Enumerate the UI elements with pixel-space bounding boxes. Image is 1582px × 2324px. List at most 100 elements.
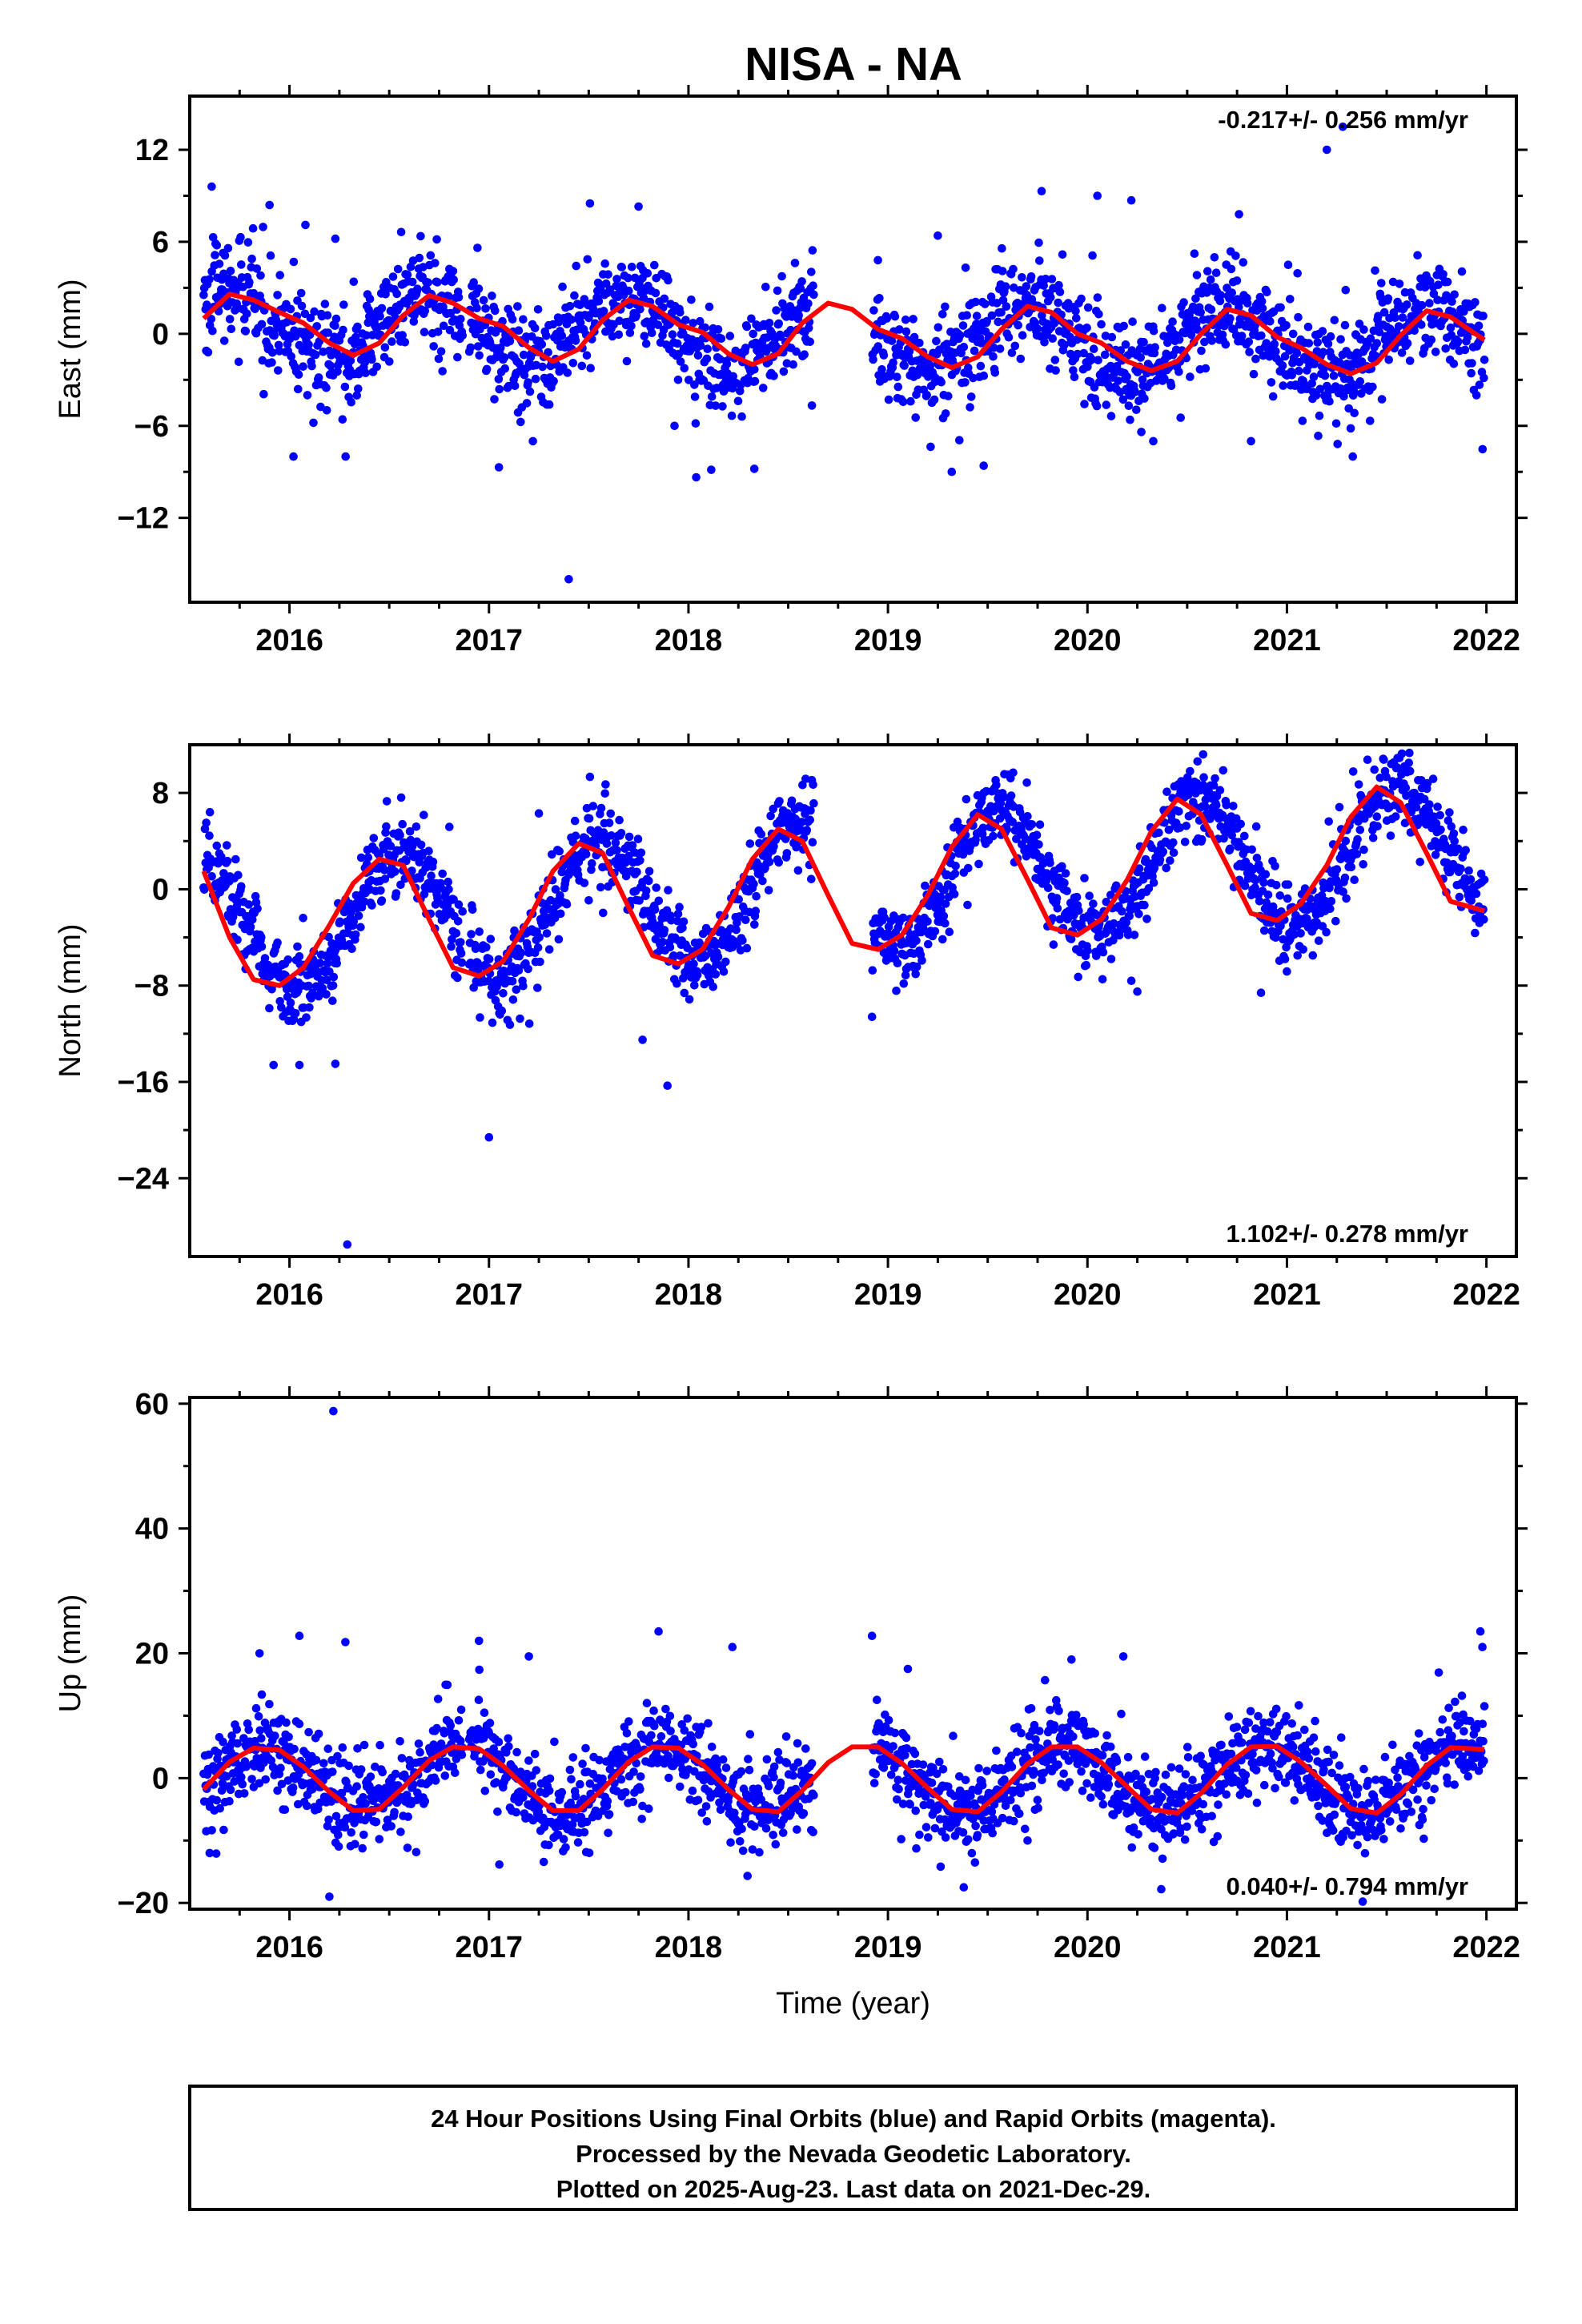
x-tick-label: 2017 — [455, 624, 523, 657]
north-y-axis-label: North (mm) — [54, 923, 87, 1077]
data-point — [687, 296, 696, 304]
data-point — [303, 1801, 311, 1811]
data-point — [295, 952, 304, 961]
data-point — [387, 337, 396, 346]
data-point — [1282, 321, 1291, 330]
data-point — [640, 332, 649, 341]
data-point — [777, 271, 786, 281]
data-point — [470, 319, 479, 328]
outlier-point — [331, 1059, 340, 1068]
data-point — [420, 810, 428, 819]
data-point — [1179, 298, 1188, 307]
data-point — [793, 866, 803, 875]
data-point — [1471, 298, 1480, 307]
outlier-point — [634, 202, 643, 211]
data-point — [266, 251, 275, 260]
data-point — [627, 321, 636, 331]
data-point — [627, 263, 636, 271]
data-point — [219, 1825, 228, 1835]
data-point — [1236, 819, 1245, 829]
data-point — [757, 830, 766, 838]
data-point — [718, 402, 727, 411]
data-point — [1383, 294, 1393, 304]
data-point — [930, 927, 940, 936]
data-point — [237, 260, 246, 269]
data-point — [1196, 308, 1205, 317]
data-point — [966, 392, 976, 401]
data-point — [225, 1796, 234, 1806]
data-point — [588, 802, 598, 810]
data-point — [444, 885, 453, 894]
data-point — [1268, 392, 1278, 401]
x-tick-label: 2016 — [255, 1278, 323, 1312]
data-point — [893, 959, 902, 967]
data-point — [707, 1743, 717, 1751]
data-point — [1046, 858, 1054, 867]
data-point — [614, 330, 624, 340]
data-point — [1371, 266, 1379, 275]
data-point — [571, 831, 580, 840]
data-point — [622, 356, 632, 366]
data-point — [1150, 343, 1159, 352]
data-point — [1039, 281, 1048, 290]
data-point — [212, 1795, 222, 1805]
y-tick-label: 0 — [152, 873, 169, 907]
data-point — [1201, 364, 1211, 373]
outlier-point — [749, 464, 759, 473]
data-point — [941, 919, 950, 928]
data-point — [696, 316, 705, 326]
data-point — [641, 339, 651, 348]
data-point — [231, 854, 240, 864]
data-point — [713, 952, 723, 962]
data-point — [366, 1772, 375, 1781]
data-point — [320, 300, 330, 308]
data-point — [1190, 249, 1199, 259]
data-point — [413, 284, 422, 294]
data-point — [282, 1718, 291, 1727]
data-point — [433, 328, 443, 336]
data-point — [604, 1828, 612, 1838]
data-point — [434, 354, 444, 364]
data-point — [265, 1699, 274, 1709]
data-point — [382, 822, 391, 831]
data-point — [499, 989, 508, 998]
data-point — [809, 290, 818, 300]
data-point — [354, 384, 363, 393]
data-point — [890, 312, 900, 321]
data-point — [1154, 828, 1163, 838]
data-point — [494, 1737, 504, 1747]
data-point — [1471, 928, 1480, 938]
data-point — [792, 347, 801, 356]
data-point — [1260, 926, 1269, 935]
data-point — [295, 1719, 304, 1728]
data-point — [1293, 269, 1302, 278]
data-point — [549, 376, 558, 386]
data-point — [959, 343, 969, 352]
data-point — [1119, 321, 1128, 331]
data-point — [1271, 880, 1281, 890]
data-point — [365, 294, 375, 304]
data-point — [476, 1765, 485, 1775]
data-point — [480, 1787, 490, 1795]
data-point — [1080, 874, 1089, 883]
data-point — [572, 261, 580, 271]
data-point — [1093, 293, 1102, 302]
data-point — [557, 1787, 567, 1797]
outlier-point — [1472, 391, 1481, 400]
data-point — [1010, 341, 1020, 351]
data-point — [1391, 812, 1400, 821]
data-point — [1018, 273, 1026, 282]
data-point — [1379, 755, 1388, 764]
x-tick-label: 2016 — [255, 624, 323, 657]
data-point — [624, 832, 634, 842]
outlier-point — [269, 1060, 279, 1070]
data-point — [396, 227, 406, 237]
data-point — [431, 259, 440, 267]
data-point — [893, 372, 901, 382]
data-point — [1363, 755, 1372, 764]
data-point — [339, 300, 348, 309]
data-point — [702, 1817, 712, 1826]
data-point — [664, 886, 673, 895]
data-point — [976, 361, 986, 371]
data-point — [1441, 344, 1450, 353]
